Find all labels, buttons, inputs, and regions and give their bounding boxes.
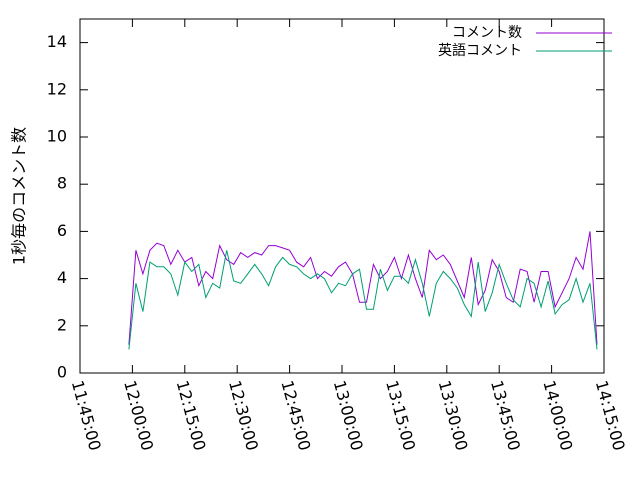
x-tick-label: 13:45:00 bbox=[487, 378, 524, 452]
y-tick-label: 10 bbox=[47, 127, 67, 146]
y-tick-label: 6 bbox=[57, 221, 67, 240]
x-tick-label: 14:00:00 bbox=[539, 378, 576, 452]
x-tick-label: 13:00:00 bbox=[330, 378, 367, 452]
legend-label: 英語コメント bbox=[438, 42, 522, 59]
y-tick-label: 14 bbox=[47, 32, 67, 51]
plot-frame bbox=[79, 18, 605, 374]
y-axis-label: 1秒毎のコメント数 bbox=[10, 127, 29, 265]
y-tick-label: 12 bbox=[47, 79, 67, 98]
x-tick-label: 13:15:00 bbox=[382, 378, 419, 452]
x-tick-label: 12:45:00 bbox=[277, 378, 314, 452]
series-line bbox=[128, 231, 598, 345]
series-line bbox=[128, 250, 598, 350]
legend-label: コメント数 bbox=[452, 25, 522, 41]
y-tick-label: 0 bbox=[57, 363, 67, 382]
x-tick-label: 12:30:00 bbox=[225, 378, 262, 452]
x-tick-label: 11:45:00 bbox=[68, 378, 105, 452]
x-tick-label: 12:00:00 bbox=[120, 378, 157, 452]
x-tick-label: 12:15:00 bbox=[173, 378, 210, 452]
y-tick-label: 4 bbox=[57, 268, 67, 287]
x-tick-label: 14:15:00 bbox=[592, 378, 629, 452]
x-tick-label: 13:30:00 bbox=[435, 378, 472, 452]
y-tick-label: 8 bbox=[57, 174, 67, 193]
y-tick-label: 2 bbox=[57, 315, 67, 334]
